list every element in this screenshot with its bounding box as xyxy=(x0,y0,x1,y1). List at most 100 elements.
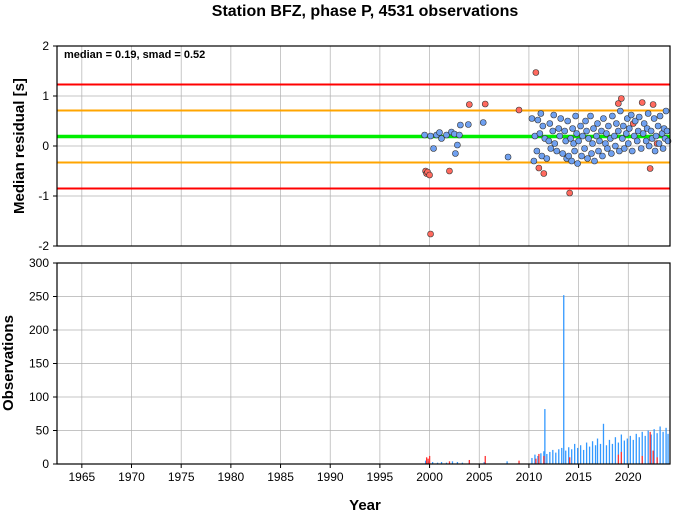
y-tick-label: 100 xyxy=(29,390,49,404)
observation-bar xyxy=(667,433,669,464)
residual-point xyxy=(569,125,576,132)
residual-point xyxy=(633,137,641,145)
residual-point xyxy=(663,127,671,135)
residual-point xyxy=(655,140,663,147)
residual-point xyxy=(652,132,660,140)
residual-point xyxy=(555,125,563,132)
observation-bar xyxy=(577,447,579,464)
residual-point xyxy=(427,132,434,140)
residual-point xyxy=(535,164,543,172)
chart-title: Station BFZ, phase P, 4531 observations xyxy=(212,3,519,20)
residual-point xyxy=(646,165,654,172)
residual-point xyxy=(536,130,544,137)
residual-point xyxy=(565,152,572,160)
observation-bar xyxy=(456,461,459,464)
residual-point xyxy=(564,117,571,125)
residual-points xyxy=(421,69,672,238)
residual-point xyxy=(588,150,595,157)
observation-bar xyxy=(544,409,546,464)
residual-point xyxy=(595,147,602,155)
residual-point xyxy=(436,129,443,136)
y-tick-label: 0 xyxy=(42,457,49,471)
residual-point xyxy=(579,132,586,140)
residual-point xyxy=(617,107,624,115)
observation-bar xyxy=(629,435,631,464)
residual-point xyxy=(654,122,662,130)
observation-bar xyxy=(579,445,582,464)
x-tick-label: 1965 xyxy=(68,470,95,484)
observation-bar xyxy=(647,430,649,464)
residual-point xyxy=(649,101,657,108)
residual-point xyxy=(620,145,628,152)
residual-point xyxy=(546,120,554,127)
observation-bar xyxy=(656,457,658,464)
observation-bar xyxy=(563,295,565,464)
residual-point xyxy=(644,110,652,117)
residual-point xyxy=(559,150,567,157)
residual-point xyxy=(584,155,591,162)
residual-point xyxy=(438,135,445,142)
observation-bar xyxy=(440,461,443,464)
x-tick-label: 2010 xyxy=(516,470,543,484)
residual-point xyxy=(446,167,453,175)
residual-point xyxy=(638,99,646,106)
residual-point xyxy=(600,115,607,122)
residual-point xyxy=(608,150,615,157)
observation-bar xyxy=(431,461,434,464)
observation-bar xyxy=(531,457,533,464)
residual-point xyxy=(624,140,632,147)
x-tick-label: 1985 xyxy=(267,470,294,484)
observation-bar xyxy=(428,455,431,464)
y-tick-label: 150 xyxy=(29,357,49,371)
observation-bar xyxy=(540,453,542,464)
observation-bar xyxy=(605,445,608,464)
observation-bar xyxy=(483,461,485,464)
observation-bar xyxy=(638,437,640,464)
residual-point xyxy=(620,122,627,130)
observation-bar xyxy=(626,438,628,464)
residual-point xyxy=(443,131,450,139)
residual-point xyxy=(568,157,575,165)
observation-bar xyxy=(614,437,617,464)
observation-bar xyxy=(649,431,651,464)
residual-point xyxy=(553,147,561,155)
residual-point xyxy=(590,125,597,132)
observation-bar xyxy=(591,441,594,464)
residual-point xyxy=(604,145,611,152)
x-tick-label: 2000 xyxy=(416,470,443,484)
observation-bar xyxy=(558,449,560,464)
y-tick-label: 2 xyxy=(42,39,49,53)
residual-point xyxy=(427,230,434,238)
residual-point xyxy=(504,153,512,161)
residual-point xyxy=(454,141,461,149)
observation-bar xyxy=(617,442,620,464)
residual-point xyxy=(481,100,489,108)
residual-point xyxy=(591,157,598,165)
observation-bar xyxy=(574,443,576,464)
residual-point xyxy=(578,152,585,160)
observation-bar xyxy=(425,457,428,464)
residual-point xyxy=(561,127,568,135)
residual-y-ticks: -2 -1 0 1 2 xyxy=(38,39,57,253)
x-tick-label: 2005 xyxy=(466,470,493,484)
residual-point xyxy=(625,125,633,132)
observation-bar xyxy=(617,454,620,464)
observation-bar xyxy=(659,426,661,464)
observation-bar xyxy=(436,462,439,464)
observation-bar xyxy=(534,454,536,464)
observation-bar xyxy=(594,445,597,464)
observation-bar xyxy=(424,460,427,464)
residual-grid xyxy=(57,45,670,247)
observations-y-ticks: 0 50 100 150 200 250 300 xyxy=(29,256,57,471)
residual-point xyxy=(650,115,658,122)
observation-bar xyxy=(599,443,602,464)
observation-bar xyxy=(506,461,508,464)
residual-point xyxy=(596,137,603,145)
observation-bar xyxy=(632,439,634,464)
residual-point xyxy=(426,171,433,179)
residual-point xyxy=(479,119,487,126)
residual-point xyxy=(605,122,612,130)
observation-bar xyxy=(565,450,567,464)
residual-point xyxy=(612,142,619,150)
